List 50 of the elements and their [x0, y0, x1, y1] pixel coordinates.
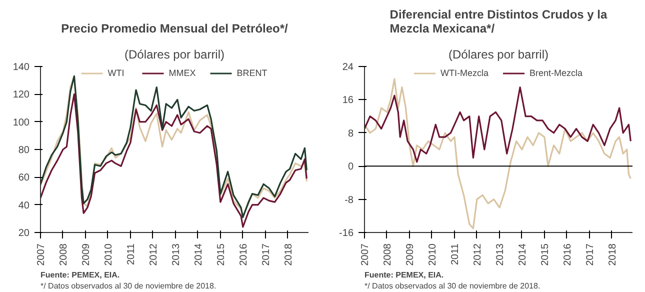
y-tick-label: 0 — [348, 162, 354, 173]
legend-label: WTI-Mezcla — [440, 68, 488, 78]
x-tick-label: 2009 — [405, 243, 416, 266]
y-tick-label: 140 — [12, 62, 30, 73]
x-tick-label: 2007 — [360, 243, 371, 266]
chart-title: Precio Promedio Mensual del Petróleo*/ — [61, 22, 289, 36]
legend-label: Brent-Mezcla — [529, 68, 583, 78]
chart-subtitle: (Dólares por barril) — [124, 48, 225, 62]
x-tick-label: 2017 — [260, 243, 272, 266]
y-tick-label: 120 — [12, 90, 30, 101]
x-tick-label: 2011 — [126, 243, 137, 266]
text: */ Datos observados al 30 de noviembre de 2018. — [40, 282, 216, 290]
x-tick-label: 2012 — [148, 243, 160, 266]
y-tick-label: 16 — [342, 95, 354, 106]
y-tick-label: 100 — [12, 117, 30, 128]
x-tick-label: 2018 — [607, 243, 618, 266]
x-tick-label: 2013 — [170, 243, 182, 266]
x-tick-label: 2018 — [283, 243, 294, 266]
x-tick-label: 2016 — [562, 243, 574, 266]
x-tick-label: 2010 — [427, 243, 438, 266]
x-tick-label: 2015 — [216, 243, 227, 266]
y-tick-label: 40 — [18, 200, 30, 212]
x-tick-label: 2017 — [584, 243, 596, 266]
y-tick-label: 24 — [342, 62, 354, 73]
x-tick-label: 2009 — [81, 243, 92, 266]
x-tick-label: 2007 — [36, 243, 47, 266]
source-note: Fuente: PEMEX, EIA. — [40, 270, 120, 280]
x-tick-label: 2014 — [193, 243, 204, 266]
chart-title: Diferencial entre Distintos Crudos y la Mezcla Mexicana*/ — [390, 8, 608, 36]
x-tick-label: 2010 — [103, 243, 114, 266]
y-tick-label: 80 — [18, 145, 30, 156]
x-tick-label: 2008 — [58, 243, 70, 266]
legend-label: BRENT — [236, 68, 268, 78]
y-tick-label: 60 — [18, 172, 30, 184]
y-tick-label: -8 — [344, 194, 354, 206]
x-tick-label: 2014 — [517, 243, 528, 266]
source-note: Fuente: PEMEX, EIA. — [364, 270, 444, 280]
text: */ Datos observados al 30 de noviembre de 2018. — [364, 282, 540, 290]
chart-subtitle: (Dólares por barril) — [448, 48, 549, 62]
x-tick-label: 2012 — [472, 243, 484, 266]
x-tick-label: 2016 — [238, 243, 250, 266]
x-tick-label: 2013 — [494, 243, 506, 266]
x-tick-label: 2015 — [540, 243, 551, 266]
y-tick-label: -16 — [339, 228, 354, 239]
y-tick-label: 20 — [18, 228, 30, 239]
x-tick-label: 2011 — [450, 243, 461, 266]
x-tick-label: 2008 — [382, 243, 394, 266]
legend-label: MMEX — [168, 68, 196, 78]
legend-label: WTI — [108, 68, 126, 78]
y-tick-label: 8 — [348, 128, 354, 140]
